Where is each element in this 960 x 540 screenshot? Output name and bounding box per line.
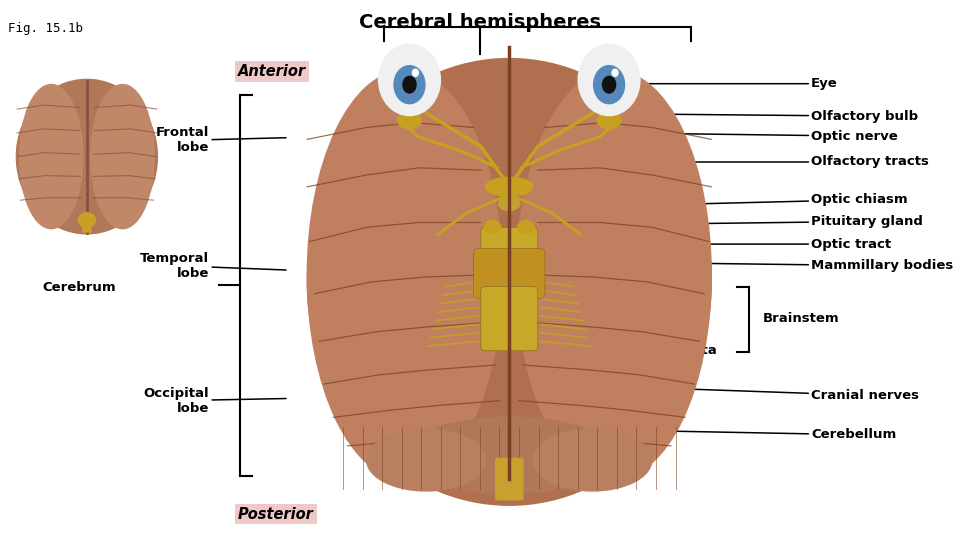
Ellipse shape xyxy=(612,69,618,76)
Ellipse shape xyxy=(19,85,83,228)
Text: Medulla
oblongata: Medulla oblongata xyxy=(557,329,717,357)
Ellipse shape xyxy=(378,44,441,116)
Text: Temporal
lobe: Temporal lobe xyxy=(140,252,286,280)
Text: Pituitary gland: Pituitary gland xyxy=(533,215,924,228)
Text: Cerebrum: Cerebrum xyxy=(42,281,115,294)
Ellipse shape xyxy=(533,429,652,491)
Text: Pons: Pons xyxy=(557,308,678,321)
FancyBboxPatch shape xyxy=(481,287,538,351)
FancyBboxPatch shape xyxy=(83,221,91,233)
FancyBboxPatch shape xyxy=(495,458,523,501)
Ellipse shape xyxy=(307,58,711,505)
Ellipse shape xyxy=(91,85,155,228)
Text: Cranial nerves: Cranial nerves xyxy=(557,384,919,402)
Ellipse shape xyxy=(498,197,520,211)
Text: Occipital
lobe: Occipital lobe xyxy=(144,387,286,415)
Ellipse shape xyxy=(603,76,615,93)
Ellipse shape xyxy=(485,221,501,234)
Ellipse shape xyxy=(517,221,534,234)
Ellipse shape xyxy=(394,66,425,104)
Ellipse shape xyxy=(307,70,502,479)
Text: Fig. 15.1b: Fig. 15.1b xyxy=(8,22,83,35)
Text: Eye: Eye xyxy=(622,77,838,90)
Text: Optic nerve: Optic nerve xyxy=(573,130,898,143)
Text: Olfactory tracts: Olfactory tracts xyxy=(576,156,929,168)
Text: Brainstem: Brainstem xyxy=(763,312,840,325)
Ellipse shape xyxy=(597,112,621,129)
Text: Optic tract: Optic tract xyxy=(542,238,891,251)
Ellipse shape xyxy=(516,70,711,479)
Ellipse shape xyxy=(578,44,640,116)
Text: Olfactory bulb: Olfactory bulb xyxy=(576,110,919,123)
Ellipse shape xyxy=(486,177,533,197)
Ellipse shape xyxy=(367,429,486,491)
FancyBboxPatch shape xyxy=(473,248,545,299)
Ellipse shape xyxy=(397,112,421,129)
Text: Optic chiasm: Optic chiasm xyxy=(536,193,908,208)
Ellipse shape xyxy=(403,76,416,93)
Text: Midbrain: Midbrain xyxy=(557,286,708,299)
Text: Cerebral hemispheres: Cerebral hemispheres xyxy=(359,14,601,32)
Ellipse shape xyxy=(593,66,625,104)
Text: Anterior: Anterior xyxy=(238,64,306,79)
Text: Frontal
lobe: Frontal lobe xyxy=(156,126,286,154)
Text: Cerebellum: Cerebellum xyxy=(576,428,897,441)
Ellipse shape xyxy=(16,79,157,234)
Text: Posterior: Posterior xyxy=(238,507,314,522)
Ellipse shape xyxy=(413,69,419,76)
FancyBboxPatch shape xyxy=(481,227,538,260)
Ellipse shape xyxy=(402,417,616,494)
Text: Mammillary bodies: Mammillary bodies xyxy=(542,259,953,272)
Ellipse shape xyxy=(78,213,96,227)
